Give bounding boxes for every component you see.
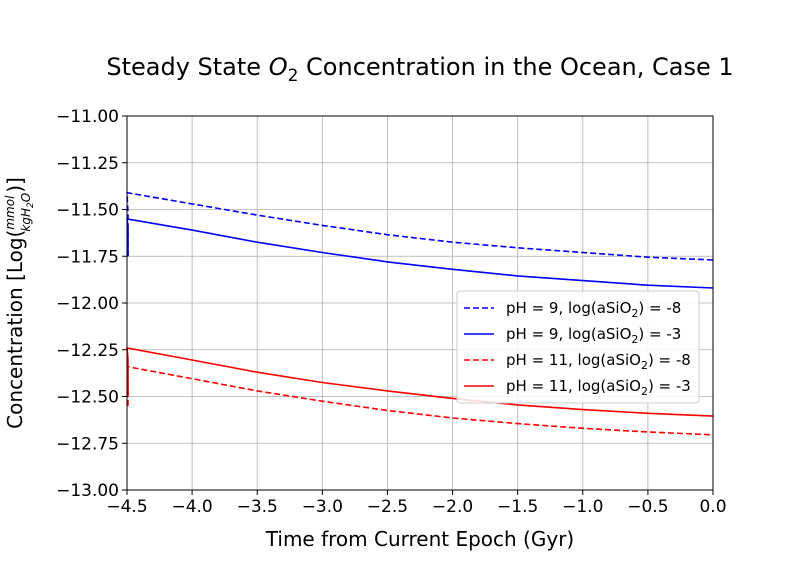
y-axis-label-suffix: )] bbox=[3, 177, 27, 193]
legend-label-pre: pH = 9, log(aSiO bbox=[506, 325, 631, 343]
x-tick-label: −4.0 bbox=[171, 497, 212, 517]
y-tick-label: −11.25 bbox=[56, 154, 119, 174]
legend-label-4: pH = 11, log(aSiO2) = -3 bbox=[506, 377, 691, 398]
legend-box bbox=[456, 290, 700, 404]
y-tick-label: −12.50 bbox=[56, 388, 119, 408]
x-tick-label: −3.5 bbox=[237, 497, 278, 517]
series-line-1 bbox=[126, 191, 714, 261]
y-axis-label-frac-den-pre: kgH bbox=[19, 208, 33, 232]
x-axis-label: Time from Current Epoch (Gyr) bbox=[265, 527, 574, 551]
y-axis-label: Concentration [Log(mmol kgH2O)] bbox=[3, 177, 36, 429]
legend-label-post: ) = -3 bbox=[638, 325, 681, 343]
x-tick-label: −2.0 bbox=[432, 497, 473, 517]
y-axis-label-frac-den-post: O bbox=[19, 193, 33, 202]
legend: pH = 9, log(aSiO2) = -8pH = 9, log(aSiO2… bbox=[456, 290, 700, 404]
legend-label-sub: 2 bbox=[641, 359, 648, 372]
y-axis-label-fraction: mmol bbox=[3, 195, 17, 230]
y-axis-label-frac-den-sub: 2 bbox=[26, 202, 36, 208]
y-tick-label: −12.25 bbox=[56, 341, 119, 361]
legend-label-3: pH = 11, log(aSiO2) = -8 bbox=[506, 351, 691, 372]
y-axis-label-frac-num: mmol bbox=[3, 195, 17, 230]
y-tick-label: −11.75 bbox=[56, 247, 119, 267]
legend-label-2: pH = 9, log(aSiO2) = -3 bbox=[506, 325, 681, 346]
y-tick-label: −11.00 bbox=[56, 107, 119, 127]
chart-title-prefix: Steady State bbox=[106, 53, 268, 81]
chart-title-suffix: Concentration in the Ocean, Case 1 bbox=[298, 53, 733, 81]
ticks: −4.5 −4.0 −3.5 −3.0 −2.5 −2.0 −1.5 −1.0 −0.5 0.0 −… bbox=[56, 107, 726, 517]
legend-label-sub: 2 bbox=[631, 333, 638, 346]
y-tick-label: −13.00 bbox=[56, 481, 119, 501]
legend-label-post: ) = -3 bbox=[648, 377, 691, 395]
legend-label-post: ) = -8 bbox=[638, 299, 681, 317]
chart-title-symbol: O bbox=[269, 53, 288, 81]
legend-label-sub: 2 bbox=[631, 307, 638, 320]
legend-entries: pH = 9, log(aSiO2) = -8pH = 9, log(aSiO2… bbox=[464, 299, 691, 398]
y-tick-label: −11.50 bbox=[56, 201, 119, 221]
x-tick-label: 0.0 bbox=[699, 497, 726, 517]
chart-title: Steady State O2 Concentration in the Oce… bbox=[106, 53, 733, 86]
legend-label-pre: pH = 11, log(aSiO bbox=[506, 351, 641, 369]
y-axis-label-frac-den: kgH2O bbox=[19, 193, 36, 232]
x-tick-label: −1.0 bbox=[562, 497, 603, 517]
x-tick-label: −2.5 bbox=[367, 497, 408, 517]
x-tick-label: −1.5 bbox=[497, 497, 538, 517]
series-line-2 bbox=[126, 218, 714, 289]
y-tick-label: −12.75 bbox=[56, 434, 119, 454]
legend-label-pre: pH = 9, log(aSiO bbox=[506, 299, 631, 317]
chart-title-subscript: 2 bbox=[288, 66, 299, 86]
legend-label-sub: 2 bbox=[641, 385, 648, 398]
x-tick-label: −3.0 bbox=[302, 497, 343, 517]
y-tick-label: −12.00 bbox=[56, 294, 119, 314]
y-axis-label-prefix: Concentration [Log( bbox=[3, 230, 27, 429]
legend-label-1: pH = 9, log(aSiO2) = -8 bbox=[506, 299, 681, 320]
legend-label-pre: pH = 11, log(aSiO bbox=[506, 377, 641, 395]
x-tick-label: −0.5 bbox=[627, 497, 668, 517]
legend-label-post: ) = -8 bbox=[648, 351, 691, 369]
x-tick-label: −4.5 bbox=[106, 497, 147, 517]
